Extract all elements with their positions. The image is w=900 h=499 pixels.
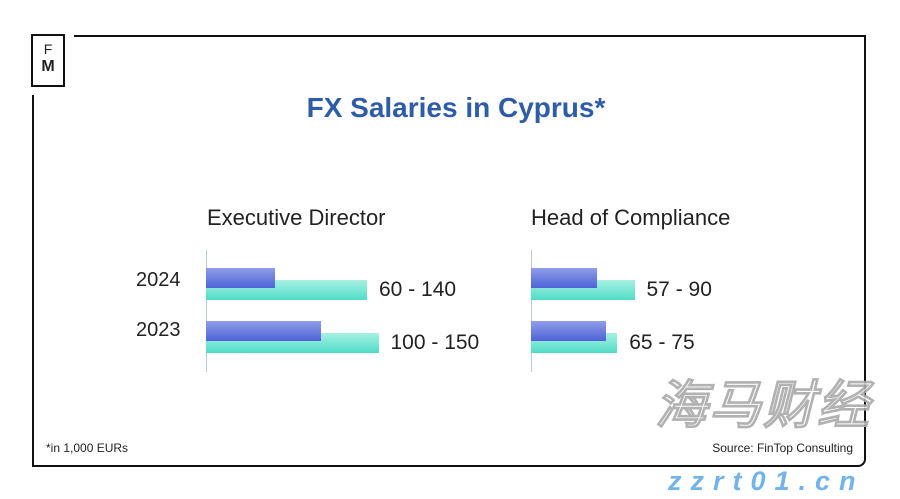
watermark-cn: 海马财经	[654, 377, 872, 435]
frame-border-bottom	[32, 465, 858, 467]
frame-border-corner	[850, 451, 866, 467]
year-label-2024: 2024	[136, 269, 181, 291]
heading-head-of-compliance: Head of Compliance	[531, 205, 731, 230]
fm-logo: F M	[31, 34, 65, 87]
footnote: *in 1,000 EURs	[46, 441, 129, 455]
bar-min-2024	[531, 268, 597, 288]
watermark-url: zzrt01.cn	[668, 466, 865, 496]
bar-min-2023	[206, 321, 321, 341]
source-note: Source: FinTop Consulting	[712, 441, 853, 455]
logo-f: F	[43, 41, 53, 57]
bar-min-2024	[206, 268, 275, 288]
data-label-2024: 57 - 90	[646, 278, 712, 301]
frame-border-left	[32, 95, 34, 467]
frame-border-top	[74, 35, 866, 37]
frame-border-right	[864, 35, 866, 459]
axis-head-of-compliance	[531, 250, 532, 372]
logo-m: M	[41, 58, 55, 75]
year-label-2023: 2023	[136, 319, 181, 341]
bar-min-2023	[531, 321, 606, 341]
axis-executive-director	[206, 250, 207, 372]
chart-title: FX Salaries in Cyprus*	[306, 92, 606, 123]
heading-executive-director: Executive Director	[207, 205, 386, 230]
data-label-2023: 65 - 75	[629, 331, 695, 354]
data-label-2024: 60 - 140	[379, 278, 457, 301]
data-label-2023: 100 - 150	[390, 331, 480, 354]
